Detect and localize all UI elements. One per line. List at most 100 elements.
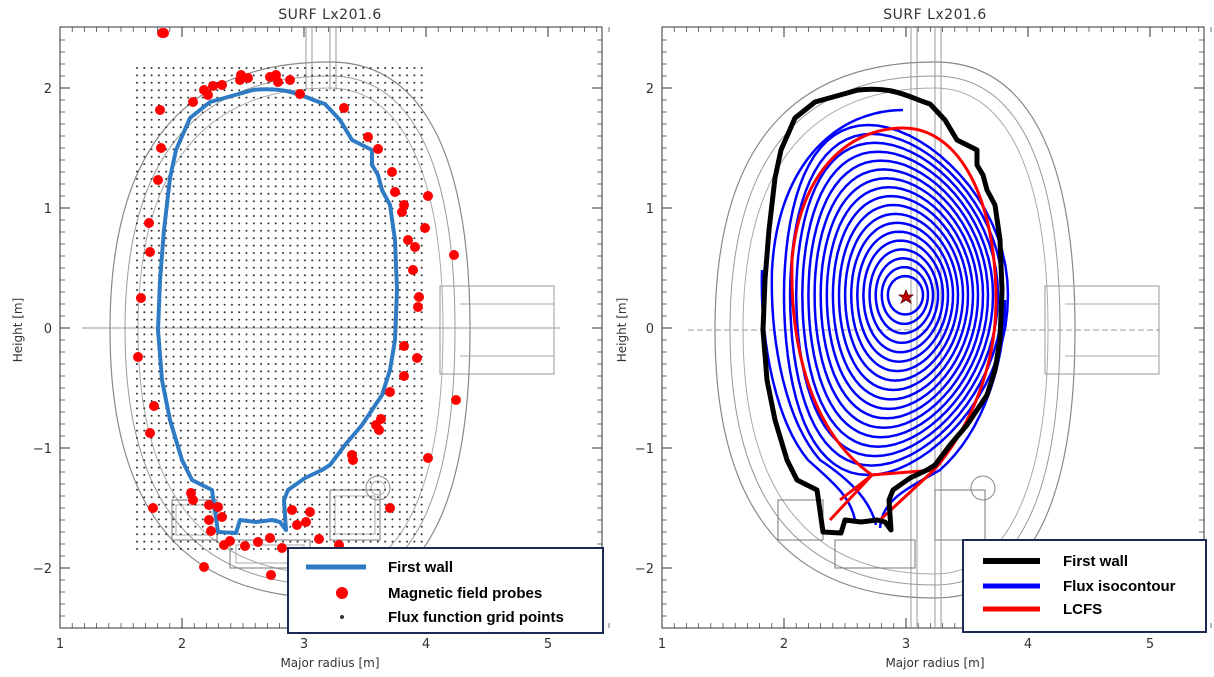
probe-dot (314, 534, 324, 544)
probe-dot (188, 495, 198, 505)
y-tick-label: −2 (635, 562, 654, 577)
probe-dot (240, 541, 250, 551)
legend-label: First wall (388, 559, 453, 576)
flux-contour (807, 159, 990, 439)
probe-dot (412, 353, 422, 363)
legend-label: Flux isocontour (1063, 578, 1176, 595)
flux-contour (770, 108, 904, 526)
legend-label: Flux function grid points (388, 609, 564, 626)
first-wall-line (156, 87, 399, 535)
probe-dot (266, 570, 276, 580)
probe-dot (277, 543, 287, 553)
probe-dot (397, 207, 407, 217)
flux-contour (880, 265, 930, 326)
x-axis-label: Major radius [m] (885, 656, 984, 670)
legend: First wall Magnetic field probes Flux fu… (287, 547, 604, 634)
flux-contour (868, 248, 940, 345)
probe-dot (206, 526, 216, 536)
flux-contour (801, 150, 995, 448)
probe-dot (449, 250, 459, 260)
probe-dot (374, 425, 384, 435)
flux-contour (813, 168, 985, 430)
probe-dot (148, 503, 158, 513)
probe-dot (204, 500, 214, 510)
y-tick-label: 2 (44, 82, 52, 97)
probe-dot (153, 175, 163, 185)
flux-contour (886, 274, 925, 316)
probe-dot (347, 450, 357, 460)
probe-dot (144, 218, 154, 228)
y-tick-label: 0 (646, 322, 654, 337)
x-tick-label: 3 (300, 637, 308, 652)
flux-contour (831, 194, 970, 401)
probe-dot (217, 512, 227, 522)
probe-dot (403, 235, 413, 245)
x-tick-label: 4 (1024, 637, 1032, 652)
probe-dot (408, 265, 418, 275)
magnetic-probes (133, 28, 461, 580)
axes: 1 2 3 4 5 2 1 0 −1 −2 (635, 27, 1212, 652)
probe-dot (414, 292, 424, 302)
probe-dot (157, 28, 167, 38)
probe-dot (385, 387, 395, 397)
probe-dot (145, 428, 155, 438)
flux-contour (856, 230, 950, 363)
right-panel: SURF Lx201.6 1 2 3 4 5 2 1 0 −1 −2 (615, 7, 1212, 670)
y-axis-label: Height [m] (11, 298, 25, 363)
probe-dot (149, 401, 159, 411)
first-wall-line (760, 86, 1005, 536)
probe-dot (136, 293, 146, 303)
probe-dot (385, 503, 395, 513)
probe-dot (155, 105, 165, 115)
probe-dot (203, 90, 213, 100)
probe-dot (423, 191, 433, 201)
x-tick-label: 1 (56, 637, 64, 652)
probe-dot (301, 517, 311, 527)
probe-dot (213, 502, 223, 512)
x-tick-label: 1 (658, 637, 666, 652)
legend-label: LCFS (1063, 601, 1102, 618)
y-tick-label: −1 (635, 442, 654, 457)
flux-contour (794, 141, 1000, 458)
x-tick-label: 5 (544, 637, 552, 652)
probe-dot (217, 80, 227, 90)
probe-dot (399, 371, 409, 381)
probe-dot (387, 167, 397, 177)
y-tick-label: 1 (646, 202, 654, 217)
flux-contour (874, 257, 935, 335)
probe-dot (133, 352, 143, 362)
y-tick-label: −2 (33, 562, 52, 577)
legend-dot-probes (336, 587, 348, 599)
flux-contour (843, 212, 960, 382)
panel-title: SURF Lx201.6 (278, 7, 382, 23)
y-tick-label: 0 (44, 322, 52, 337)
probe-dot (243, 73, 253, 83)
probe-dot (451, 395, 461, 405)
probe-dot (273, 77, 283, 87)
probe-dot (287, 505, 297, 515)
plot-frame (661, 26, 1205, 629)
probe-dot (399, 341, 409, 351)
probe-dot (292, 520, 302, 530)
x-tick-label: 5 (1146, 637, 1154, 652)
flux-contour (819, 177, 980, 420)
probe-dot (199, 562, 209, 572)
probe-dot (410, 242, 420, 252)
probe-dot (225, 536, 235, 546)
probe-dot (253, 537, 263, 547)
probe-dot (265, 533, 275, 543)
probe-dot (390, 187, 400, 197)
probe-dot (305, 507, 315, 517)
probe-dot (363, 132, 373, 142)
axes: 1 2 3 4 5 2 1 0 −1 −2 (33, 27, 610, 652)
panel-title: SURF Lx201.6 (883, 7, 987, 23)
legend-label: First wall (1063, 553, 1128, 570)
y-tick-label: −1 (33, 442, 52, 457)
probe-dot (339, 103, 349, 113)
probe-dot (285, 75, 295, 85)
flux-contour (849, 221, 955, 373)
probe-dot (420, 223, 430, 233)
y-tick-label: 2 (646, 82, 654, 97)
legend-dot-grid (340, 615, 344, 619)
